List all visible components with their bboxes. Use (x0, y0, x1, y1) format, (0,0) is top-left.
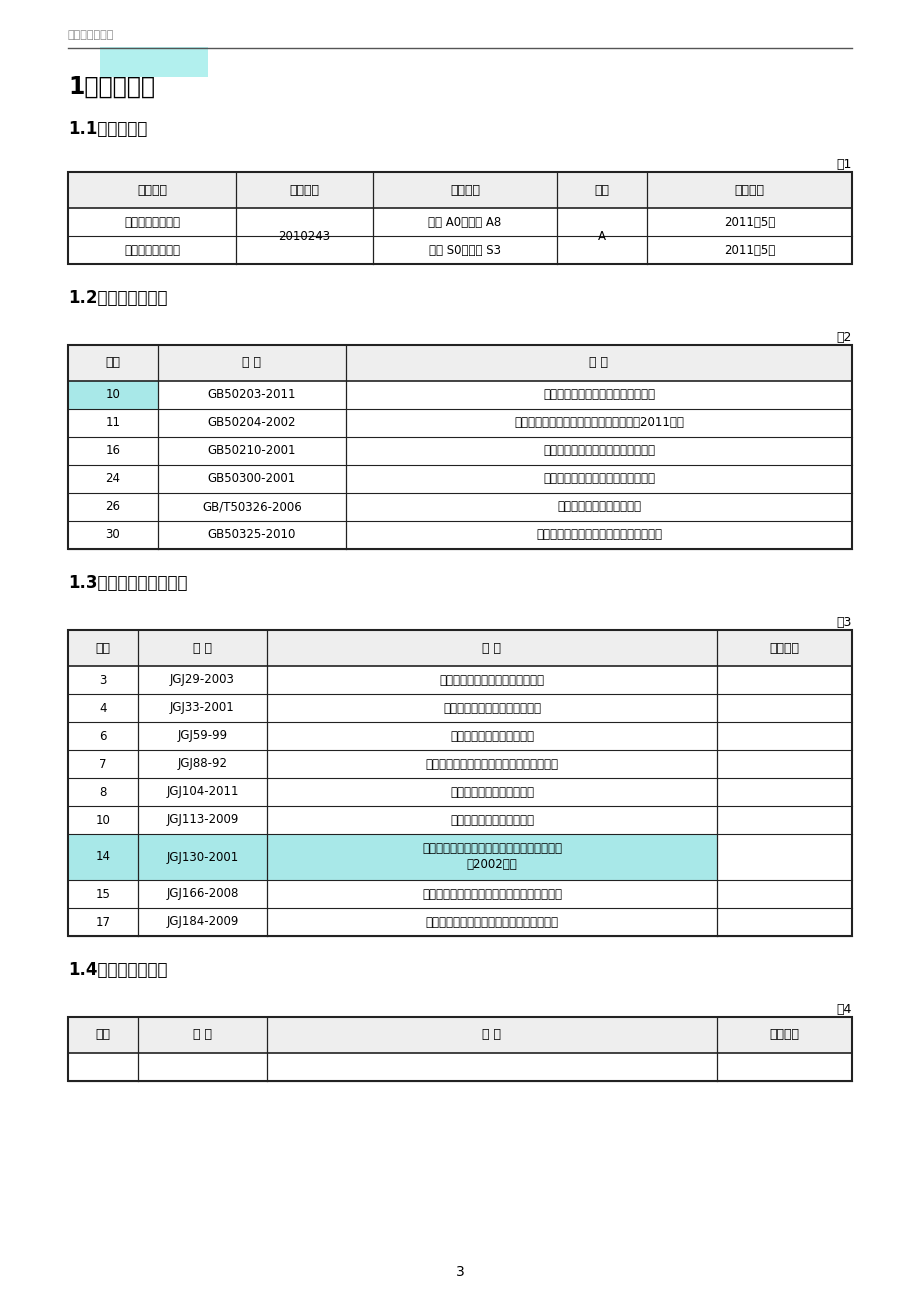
Text: 名 称: 名 称 (482, 1029, 501, 1042)
Bar (68, 1017, 851, 1053)
Text: 结构专业设计图纸: 结构专业设计图纸 (124, 243, 180, 256)
Text: GB50325-2010: GB50325-2010 (208, 529, 296, 542)
Text: GB50204-2002: GB50204-2002 (208, 417, 296, 430)
Text: 3: 3 (455, 1266, 464, 1279)
Text: 编 号: 编 号 (243, 357, 261, 370)
Text: 24: 24 (106, 473, 120, 486)
Text: 15: 15 (96, 888, 110, 901)
Text: 脚手架施工方案: 脚手架施工方案 (68, 30, 114, 40)
Text: 表4: 表4 (835, 1003, 851, 1016)
Text: JGJ33-2001: JGJ33-2001 (170, 702, 234, 715)
Text: 《建筑施工扣件式钢管脚手架安全技术规范》
（2002版）: 《建筑施工扣件式钢管脚手架安全技术规范》 （2002版） (422, 842, 562, 871)
Text: 表3: 表3 (835, 616, 851, 629)
Bar (68, 835, 138, 880)
Text: 《建筑玻璃应用技术规程》: 《建筑玻璃应用技术规程》 (449, 814, 533, 827)
Text: 出图日期: 出图日期 (733, 184, 764, 197)
Text: 1.1、施工图纸: 1.1、施工图纸 (68, 120, 147, 138)
Bar (68, 630, 851, 936)
Text: 《砌体结构工程施工质量验收规范》: 《砌体结构工程施工质量验收规范》 (542, 388, 654, 401)
Text: 建筑专业设计图纸: 建筑专业设计图纸 (124, 216, 180, 228)
Text: 《建筑施工碗口式钢管脚手架安全技术规范》: 《建筑施工碗口式钢管脚手架安全技术规范》 (422, 888, 562, 901)
Text: JGJ29-2003: JGJ29-2003 (170, 673, 234, 686)
Text: 26: 26 (106, 500, 120, 513)
Text: 《建筑工程施工质量验收统一标准》: 《建筑工程施工质量验收统一标准》 (542, 473, 654, 486)
Text: 4: 4 (99, 702, 107, 715)
Bar (68, 345, 851, 381)
Text: 《建筑装饰装修工程质量验收规范》: 《建筑装饰装修工程质量验收规范》 (542, 444, 654, 457)
Text: 序号: 序号 (96, 1029, 110, 1042)
Text: 《建筑工程项目管理规范》: 《建筑工程项目管理规范》 (556, 500, 641, 513)
Bar (100, 47, 208, 77)
Text: 2011年5月: 2011年5月 (723, 243, 775, 256)
Text: 图纸内容: 图纸内容 (449, 184, 480, 197)
Text: 6: 6 (99, 729, 107, 742)
Text: GB50203-2011: GB50203-2011 (208, 388, 296, 401)
Text: 2010243: 2010243 (278, 229, 330, 242)
Text: 工程编号: 工程编号 (289, 184, 319, 197)
Text: 表2: 表2 (835, 331, 851, 344)
Text: 1.3、建设工程行业标准: 1.3、建设工程行业标准 (68, 574, 187, 592)
Text: 《建筑工程冬期施工规程》: 《建筑工程冬期施工规程》 (449, 785, 533, 798)
Bar (68, 381, 158, 409)
Text: JGJ130-2001: JGJ130-2001 (166, 850, 238, 863)
Text: 结施 S0～结施 S3: 结施 S0～结施 S3 (428, 243, 501, 256)
Bar (68, 1017, 851, 1081)
Text: 实施日期: 实施日期 (768, 1029, 799, 1042)
Text: 30: 30 (106, 529, 120, 542)
Text: 8: 8 (99, 785, 107, 798)
Text: 实施日期: 实施日期 (768, 642, 799, 655)
Text: 《建筑工作劳动防护用品配备及适用标准》: 《建筑工作劳动防护用品配备及适用标准》 (425, 915, 558, 928)
Text: 2011年5月: 2011年5月 (723, 216, 775, 228)
Bar (68, 630, 851, 667)
Text: 16: 16 (106, 444, 120, 457)
Text: 名 称: 名 称 (482, 642, 501, 655)
Text: 序号: 序号 (106, 357, 120, 370)
Bar (68, 172, 851, 208)
Text: JGJ104-2011: JGJ104-2011 (166, 785, 239, 798)
Bar (138, 835, 267, 880)
Text: 《建筑涂饰工程施工及验收规范》: 《建筑涂饰工程施工及验收规范》 (439, 673, 544, 686)
Text: 版本: 版本 (594, 184, 608, 197)
Text: 3: 3 (99, 673, 107, 686)
Text: JGJ166-2008: JGJ166-2008 (166, 888, 238, 901)
Text: 1.2、国家规范标准: 1.2、国家规范标准 (68, 289, 167, 307)
Bar (68, 172, 851, 264)
Text: JGJ113-2009: JGJ113-2009 (166, 814, 238, 827)
Text: 《龙门架及井架物料提升机安全技术规范》: 《龙门架及井架物料提升机安全技术规范》 (425, 758, 558, 771)
Text: 1.4、北京地方标准: 1.4、北京地方标准 (68, 961, 167, 979)
Text: 《建筑施工安全检查标准》: 《建筑施工安全检查标准》 (449, 729, 533, 742)
Text: 1、编制依据: 1、编制依据 (68, 76, 154, 99)
Text: 序号: 序号 (96, 642, 110, 655)
Text: 11: 11 (106, 417, 120, 430)
Bar (68, 345, 851, 549)
Text: A: A (597, 229, 606, 242)
Text: 建施 A0～建施 A8: 建施 A0～建施 A8 (428, 216, 501, 228)
Text: GB/T50326-2006: GB/T50326-2006 (202, 500, 301, 513)
Text: 《建筑机械使用安全技术规程》: 《建筑机械使用安全技术规程》 (443, 702, 540, 715)
Text: JGJ88-92: JGJ88-92 (177, 758, 227, 771)
Text: 图纸类别: 图纸类别 (137, 184, 167, 197)
Text: 7: 7 (99, 758, 107, 771)
Bar (267, 835, 716, 880)
Text: 名 称: 名 称 (589, 357, 607, 370)
Text: 10: 10 (106, 388, 120, 401)
Text: 表1: 表1 (835, 158, 851, 171)
Text: 编 号: 编 号 (193, 1029, 211, 1042)
Text: 17: 17 (96, 915, 110, 928)
Text: GB50300-2001: GB50300-2001 (208, 473, 296, 486)
Text: 编 号: 编 号 (193, 642, 211, 655)
Text: 《民用建筑工程室内环境污染控制规范》: 《民用建筑工程室内环境污染控制规范》 (536, 529, 662, 542)
Text: JGJ59-99: JGJ59-99 (177, 729, 227, 742)
Text: 10: 10 (96, 814, 110, 827)
Text: 14: 14 (96, 850, 110, 863)
Text: GB50210-2001: GB50210-2001 (208, 444, 296, 457)
Text: JGJ184-2009: JGJ184-2009 (166, 915, 238, 928)
Text: 《混凝土结构工程施工质量验收规范》（2011版）: 《混凝土结构工程施工质量验收规范》（2011版） (514, 417, 683, 430)
